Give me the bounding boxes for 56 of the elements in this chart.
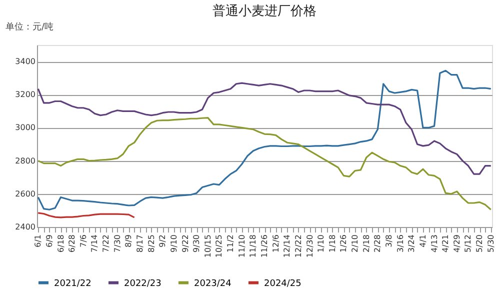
x-tick-label: 5/30 [486,234,496,252]
x-tick-label: 1/26 [339,234,348,252]
x-tick-label: 3/24 [407,234,416,252]
legend-label: 2022/23 [124,278,162,289]
chart-title: 普通小麦进厂价格 [212,3,316,19]
y-tick-label: 3200 [15,90,36,100]
x-tick-label: 8/17 [136,234,144,252]
x-tick-label: 6/1 [34,234,43,248]
x-tick-label: 12/14 [282,234,292,258]
x-tick-label: 11/26 [260,234,269,258]
y-tick-label: 3400 [15,57,36,66]
x-tick-label: 10/25 [214,234,224,258]
x-tick-label: 11/2 [226,234,236,252]
x-tick-label: 12/6 [271,234,280,252]
x-tick-label: 11/10 [237,234,246,258]
x-tick-label: 12/22 [294,234,303,258]
x-tick-label: 1/18 [328,234,337,252]
y-tick-label: 2400 [15,222,36,232]
x-tick-label: 4/13 [430,234,439,252]
x-tick-label: 11/18 [248,234,258,258]
legend-label: 2021/22 [54,278,92,289]
y-tick-label: 2600 [15,189,36,198]
legend-label: 2024/25 [264,278,302,289]
x-tick-label: 3/16 [396,234,405,252]
x-tick-label: 9/30 [192,234,202,252]
x-tick-label: 9/10 [169,234,178,252]
x-tick-label: 7/14 [90,234,100,252]
x-tick-label: 9/2 [158,234,168,248]
x-tick-label: 5/20 [475,234,484,252]
x-tick-label: 2/10 [350,234,360,252]
x-tick-label: 4/29 [452,234,462,252]
x-tick-label: 7/30 [112,234,122,252]
x-tick-label: 12/30 [305,234,314,258]
x-tick-label: 8/25 [146,234,156,252]
x-tick-label: 5/12 [464,234,473,252]
x-tick-label: 3/8 [384,234,394,248]
x-tick-label: 10/15 [203,234,212,258]
x-tick-label: 1/10 [316,234,326,252]
y-axis-title: 单位：元/吨 [6,22,54,32]
x-tick-label: 6/18 [56,234,66,252]
x-tick-label: 6/9 [44,234,54,248]
x-tick-label: 2/18 [362,234,371,252]
x-tick-label: 6/28 [68,234,77,252]
line-series [37,117,492,210]
x-tick-label: 9/22 [180,234,190,252]
y-tick-label: 2800 [15,156,36,166]
legend-label: 2023/24 [194,278,232,289]
y-tick-label: 3000 [15,123,36,132]
x-tick-label: 2/28 [373,234,382,252]
x-tick-label: 8/9 [124,234,134,248]
line-series [37,82,492,175]
x-tick-label: 7/22 [102,234,111,252]
line-series [37,70,492,210]
x-tick-label: 7/6 [78,234,88,248]
x-tick-label: 4/1 [418,234,428,248]
x-tick-label: 4/21 [441,234,450,252]
